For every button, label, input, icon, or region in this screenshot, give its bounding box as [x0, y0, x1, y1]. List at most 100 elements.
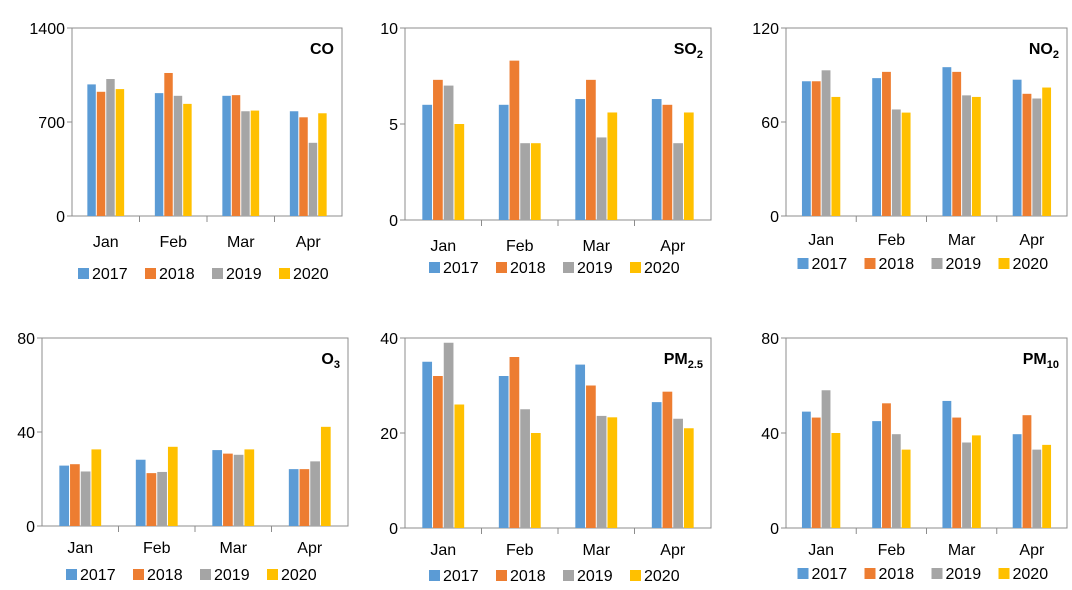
- legend-swatch-2017: [429, 262, 440, 273]
- y-tick-label: 10: [380, 21, 398, 38]
- bar-2018-jan: [433, 376, 443, 528]
- bar-2019-jan: [821, 390, 831, 528]
- x-tick-label: Mar: [582, 542, 610, 559]
- bar-2020-jan: [831, 433, 841, 528]
- y-tick-label: 700: [38, 115, 65, 132]
- chart-title: O3: [321, 351, 340, 371]
- legend-label-2018: 2018: [510, 260, 546, 277]
- legend-swatch-2017: [78, 268, 89, 279]
- legend-label-2019: 2019: [577, 568, 613, 585]
- y-tick-label: 40: [17, 425, 35, 442]
- legend-swatch-2017: [429, 570, 440, 581]
- bar-2020-mar: [244, 449, 255, 526]
- bar-2019-feb: [891, 434, 901, 528]
- bar-2018-apr: [662, 104, 673, 220]
- x-tick-label: Feb: [878, 542, 906, 559]
- x-tick-label: Mar: [219, 540, 247, 557]
- legend-label-2020: 2020: [293, 266, 329, 283]
- legend-label-2020: 2020: [1013, 256, 1049, 273]
- bar-2019-mar: [596, 137, 607, 220]
- legend-label-2017: 2017: [812, 566, 848, 583]
- legend-swatch-2019: [931, 568, 943, 579]
- bar-2020-apr: [683, 428, 694, 528]
- legend-swatch-2018: [864, 568, 876, 579]
- chart-3: 0 40 80 O3 Jan Feb Mar Apr 2017 2018 2019 2020: [17, 331, 349, 584]
- y-tick-label: 40: [761, 426, 779, 443]
- legend-swatch-2018: [496, 262, 507, 273]
- x-tick-label: Apr: [297, 540, 323, 557]
- bar-2019-mar: [596, 415, 607, 528]
- bar-2019-feb: [173, 95, 183, 216]
- bar-2019-feb: [520, 143, 530, 220]
- bar-2017-mar: [575, 99, 586, 220]
- bar-2017-feb: [498, 376, 509, 528]
- x-tick-label: Mar: [582, 238, 610, 255]
- bar-2017-apr: [1012, 434, 1022, 528]
- chart-4: 0 20 40 PM2.5 Jan Feb Mar Apr 2017 2018 2019 2020: [380, 331, 712, 585]
- x-tick-label: Jan: [93, 234, 119, 251]
- y-tick-label: 80: [17, 331, 35, 348]
- legend-swatch-2019: [563, 262, 574, 273]
- bar-2018-feb: [164, 72, 173, 216]
- bar-2020-jan: [91, 449, 102, 526]
- bar-2018-feb: [882, 71, 891, 216]
- bar-2018-mar: [952, 71, 962, 216]
- legend-swatch-2017: [797, 258, 809, 269]
- y-tick-label: 60: [761, 115, 779, 132]
- bar-2019-feb: [891, 109, 901, 216]
- x-tick-label: Mar: [948, 232, 976, 249]
- bar-2017-apr: [289, 111, 299, 216]
- bar-2017-feb: [135, 459, 146, 526]
- bar-2020-mar: [250, 110, 260, 216]
- chart-title: NO2: [1029, 41, 1059, 61]
- legend-label-2020: 2020: [281, 567, 317, 584]
- bar-2017-jan: [801, 81, 811, 217]
- legend-swatch-2020: [279, 268, 290, 279]
- y-tick-label: 0: [389, 521, 398, 538]
- bar-2017-feb: [498, 104, 509, 220]
- x-tick-label: Feb: [506, 238, 534, 255]
- bar-2018-apr: [1022, 93, 1032, 216]
- bar-2018-apr: [299, 117, 308, 216]
- legend-swatch-2018: [864, 258, 876, 269]
- bar-2018-jan: [96, 91, 106, 216]
- bar-2018-feb: [509, 60, 520, 220]
- x-tick-label: Feb: [159, 234, 187, 251]
- bar-2019-apr: [308, 142, 318, 216]
- bar-2018-mar: [952, 417, 962, 528]
- bar-2019-apr: [1032, 98, 1042, 216]
- x-tick-label: Jan: [67, 540, 93, 557]
- bar-2019-mar: [962, 95, 971, 216]
- bar-2020-jan: [454, 404, 465, 528]
- y-tick-label: 40: [380, 331, 398, 348]
- bar-2019-jan: [443, 85, 454, 220]
- bar-2019-mar: [962, 442, 971, 528]
- legend-swatch-2019: [563, 570, 574, 581]
- bar-2020-apr: [1042, 87, 1052, 217]
- bar-2017-apr: [651, 99, 662, 220]
- chart-title: PM10: [1023, 351, 1059, 371]
- y-tick-label: 0: [26, 519, 35, 536]
- legend-label-2019: 2019: [226, 266, 262, 283]
- legend-swatch-2020: [630, 570, 641, 581]
- bar-2020-jan: [115, 89, 125, 216]
- y-tick-label: 5: [389, 117, 398, 134]
- bar-2018-apr: [299, 469, 310, 526]
- legend-swatch-2018: [145, 268, 156, 279]
- bar-2020-apr: [318, 113, 327, 216]
- legend-swatch-2020: [998, 258, 1010, 269]
- legend-swatch-2020: [630, 262, 641, 273]
- bar-2019-jan: [106, 79, 115, 217]
- bar-2020-apr: [683, 112, 694, 220]
- bar-2018-feb: [882, 403, 891, 528]
- bar-2019-mar: [241, 111, 250, 216]
- x-tick-label: Apr: [1019, 542, 1045, 559]
- legend-label-2017: 2017: [443, 568, 479, 585]
- chart-5: 0 40 80 PM10 Jan Feb Mar Apr 2017 2018 2019 2020: [761, 331, 1068, 583]
- legend-label-2019: 2019: [577, 260, 613, 277]
- bar-2020-feb: [167, 446, 178, 526]
- bar-2018-jan: [70, 464, 80, 526]
- legend-label-2020: 2020: [644, 260, 680, 277]
- legend-swatch-2019: [212, 268, 223, 279]
